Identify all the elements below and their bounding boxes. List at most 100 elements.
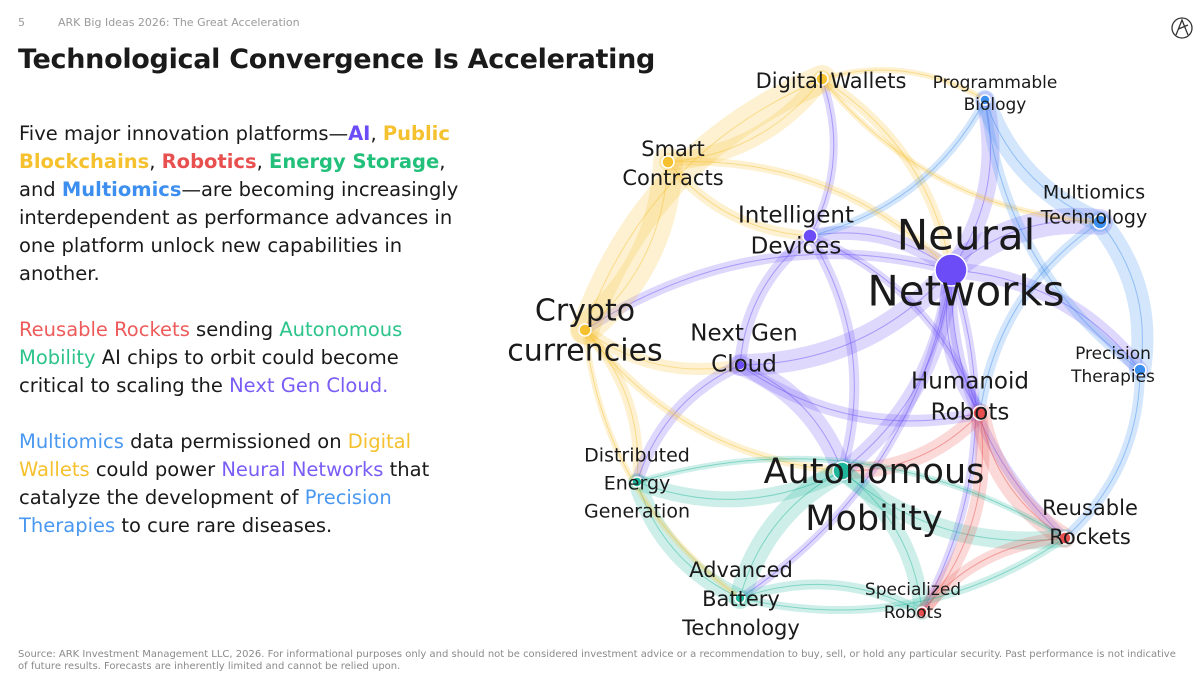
edge-thread xyxy=(584,253,952,331)
node-dot xyxy=(734,592,746,604)
edge-thread xyxy=(821,78,952,271)
edge xyxy=(729,460,853,609)
edge-thread xyxy=(841,412,981,472)
node-label: Humanoid xyxy=(911,369,1029,395)
node-label: Energy xyxy=(604,473,671,495)
edge-thread xyxy=(636,364,741,483)
edge-thread xyxy=(584,78,823,331)
node-dot xyxy=(979,94,991,106)
edge-thread xyxy=(950,269,1141,371)
edge xyxy=(631,359,746,488)
node-label: Crypto xyxy=(535,294,635,329)
edge-thread xyxy=(809,232,952,271)
text-run: AI chips to orbit could become critical … xyxy=(19,346,399,397)
edge xyxy=(834,463,930,620)
text-run: Robotics xyxy=(161,150,257,173)
edge-thread xyxy=(584,329,741,370)
node-label: currencies xyxy=(507,334,662,369)
edge xyxy=(664,157,955,274)
edge xyxy=(943,262,1148,378)
node-label: Devices xyxy=(751,234,842,260)
edge xyxy=(806,96,989,240)
edge xyxy=(1089,211,1154,381)
edge-thread xyxy=(739,364,981,422)
node-dot xyxy=(578,323,592,337)
node-label: Autonomous xyxy=(764,452,985,492)
edge xyxy=(736,534,1069,614)
edge xyxy=(819,76,1103,225)
node-dot xyxy=(661,155,675,169)
edge-thread xyxy=(984,99,1141,371)
text-run: Next Gen Cloud. xyxy=(229,374,389,397)
text-run: could power xyxy=(89,458,222,481)
edge-thread xyxy=(1099,221,1143,371)
edge xyxy=(834,405,988,480)
edge xyxy=(571,65,836,344)
edge-thread xyxy=(584,161,669,331)
edge-thread xyxy=(984,99,1101,223)
text-run: Energy Storage xyxy=(269,150,440,173)
node-label: Intelligent xyxy=(738,203,854,229)
edge-thread xyxy=(821,78,1101,223)
paragraph: Five major innovation platforms—AI, Publ… xyxy=(19,120,469,288)
edge xyxy=(806,75,838,240)
text-run: Precision Therapies xyxy=(19,486,392,537)
edges xyxy=(570,65,1154,620)
edge xyxy=(819,67,988,103)
edge xyxy=(918,266,980,616)
node-label: Biology xyxy=(964,95,1027,115)
node-label: Distributed xyxy=(584,445,690,467)
edge xyxy=(629,463,850,508)
node-label: Advanced xyxy=(689,558,793,582)
body-text: Five major innovation platforms—AI, Publ… xyxy=(19,120,469,568)
text-run: Public Blockchains xyxy=(19,122,450,173)
edge-thread xyxy=(841,470,923,613)
edge-thread xyxy=(821,69,986,101)
paragraph: Multiomics data permissioned on Digital … xyxy=(19,428,469,540)
node-label: Mobility xyxy=(805,499,942,539)
edge-thread xyxy=(739,583,923,613)
edge-thread xyxy=(739,364,843,472)
text-run: , and xyxy=(19,150,446,201)
edge-thread xyxy=(584,329,639,483)
text-run: Multiomics xyxy=(19,430,124,453)
node-label: Technology xyxy=(1040,207,1147,229)
node-dot xyxy=(631,476,643,488)
edge-thread xyxy=(921,269,977,613)
edge xyxy=(628,473,749,607)
node-dot xyxy=(815,72,829,86)
edge xyxy=(580,249,956,335)
edge-thread xyxy=(809,78,835,237)
edge xyxy=(939,263,987,420)
text-run: Neural Networks xyxy=(221,458,384,481)
node-label: Networks xyxy=(867,267,1064,316)
edge xyxy=(916,532,1071,618)
edge xyxy=(734,359,986,427)
deck-title: ARK Big Ideas 2026: The Great Accelerati… xyxy=(58,16,300,29)
edge-thread xyxy=(979,412,1066,539)
text-run: data permissioned on xyxy=(123,430,348,453)
text-run: —are becoming increasingly interdependen… xyxy=(19,178,459,285)
node-label: Battery xyxy=(702,587,780,611)
edge-thread xyxy=(950,220,1101,271)
edge xyxy=(734,230,816,371)
edge-thread xyxy=(739,235,811,366)
node-label: Reusable xyxy=(1042,496,1138,520)
node-dot xyxy=(1092,214,1108,230)
paragraph: Reusable Rockets sending Autonomous Mobi… xyxy=(19,316,469,400)
text-run: Reusable Rockets xyxy=(19,318,190,341)
edge-thread xyxy=(809,99,986,237)
text-run: , xyxy=(256,150,270,173)
edge xyxy=(938,207,1113,283)
edge xyxy=(634,455,1068,541)
node-label: Next Gen xyxy=(690,321,797,347)
node-label: Programmable xyxy=(933,73,1058,93)
edge-thread xyxy=(636,481,741,599)
edge xyxy=(1060,365,1145,543)
text-run: Digital Wallets xyxy=(19,430,412,481)
node-label: Robots xyxy=(884,603,942,623)
node-dot xyxy=(1058,531,1072,545)
edge xyxy=(942,91,1000,279)
edge-thread xyxy=(841,470,1066,541)
